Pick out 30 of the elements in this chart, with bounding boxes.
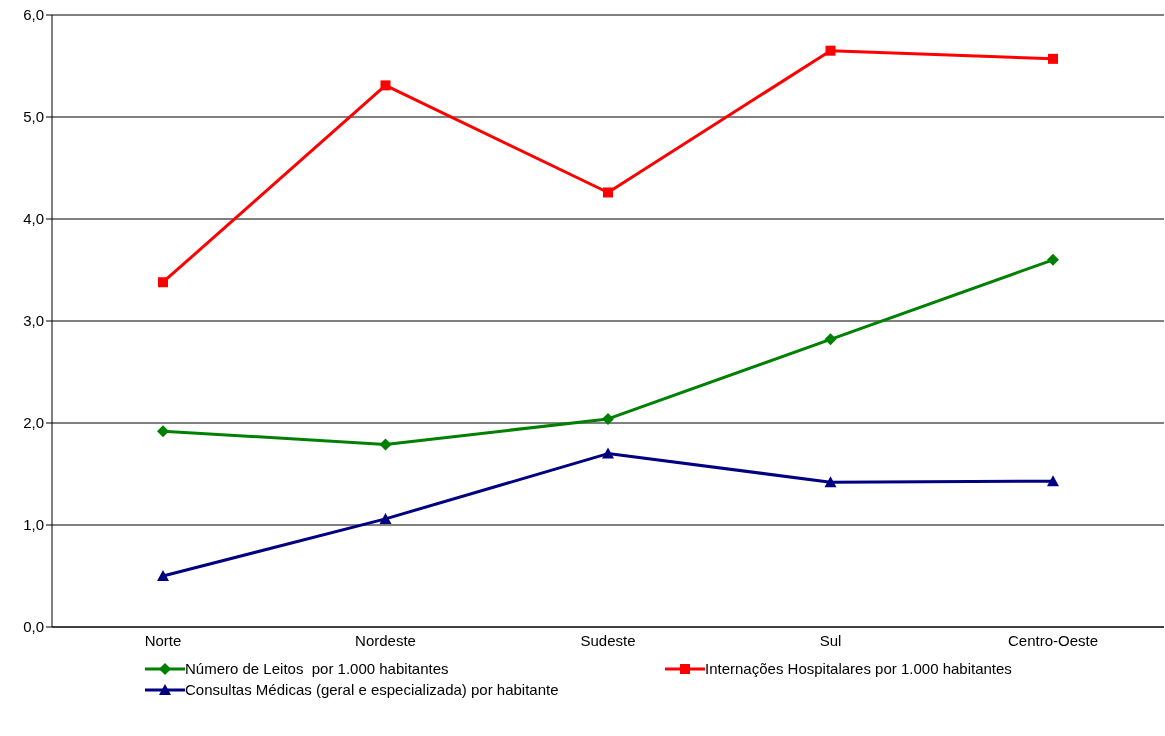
point — [1047, 475, 1059, 487]
legend-label: Número de Leitos por 1.000 habitantes — [185, 660, 449, 677]
y-tick-label: 2,0 — [23, 414, 44, 432]
point — [1047, 253, 1059, 266]
point — [825, 45, 836, 56]
point — [824, 476, 837, 488]
y-tick-label: 3,0 — [23, 312, 44, 330]
point — [158, 277, 168, 288]
y-tick-label: 1,0 — [23, 516, 44, 534]
point — [380, 80, 391, 91]
y-tick-label: 4,0 — [23, 210, 44, 228]
point — [157, 570, 169, 581]
x-tick-label: Norte — [144, 631, 182, 649]
point — [824, 333, 837, 346]
y-tick-label: 6,0 — [23, 6, 44, 24]
point — [379, 438, 392, 451]
legend-label: Consultas Médicas (geral e especializada) por habitante — [185, 681, 559, 698]
y-tick-label: 5,0 — [23, 108, 44, 126]
point — [602, 447, 614, 459]
x-tick-label: Centro-Oeste — [1007, 631, 1099, 649]
x-tick-label: Sul — [819, 631, 842, 649]
y-tick-label: 0,0 — [23, 618, 44, 636]
point — [379, 512, 392, 524]
point — [157, 425, 169, 438]
point — [602, 412, 614, 425]
x-tick-label: Sudeste — [580, 631, 636, 649]
legend-label: Internações Hospitalares por 1.000 habitantes — [705, 660, 1012, 677]
point — [1048, 53, 1058, 64]
x-tick-label: Nordeste — [355, 631, 416, 649]
point — [603, 187, 613, 198]
